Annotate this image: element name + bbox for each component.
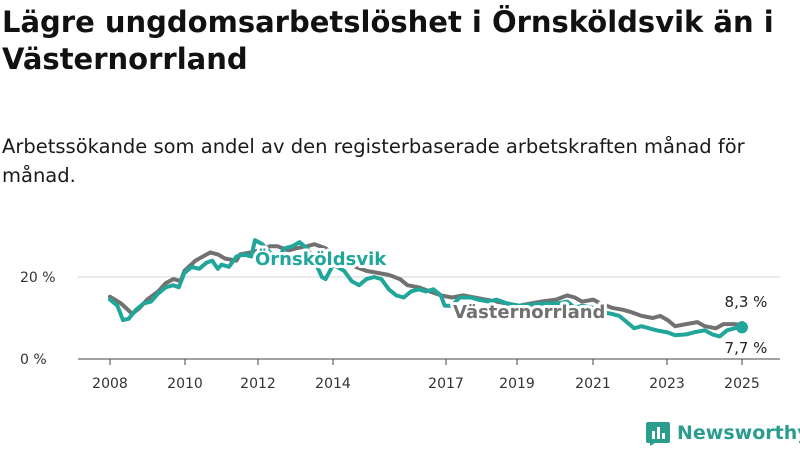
y-tick-label: 0 %	[20, 352, 47, 368]
gridlines: 0 % 20 %	[20, 270, 780, 368]
data-label: 7,7 %	[725, 339, 768, 357]
series-label-halo: Örnsköldsvik	[255, 248, 387, 270]
series-label: Örnsköldsvik	[255, 248, 387, 270]
series-line	[108, 242, 744, 331]
brand-logo[interactable]: Newsworthy	[645, 420, 800, 446]
y-tick-label: 20 %	[20, 270, 56, 286]
chart-labels: 8,3 %7,7 %ÖrnsköldsvikÖrnsköldsvikVäster…	[252, 245, 768, 357]
x-tick-label: 2014	[315, 376, 351, 392]
x-tick-label: 2021	[575, 376, 611, 392]
brand-name: Newsworthy	[677, 422, 800, 444]
series-label: Västernorrland	[453, 302, 605, 323]
x-tick-label: 2010	[167, 376, 203, 392]
newsworthy-logo-icon	[646, 422, 670, 446]
x-tick-label: 2012	[240, 376, 276, 392]
series-line	[108, 238, 744, 339]
chart-subtitle: Arbetssökande som andel av den registerb…	[2, 135, 745, 187]
data-label: 8,3 %	[725, 293, 768, 311]
x-tick-label: 2019	[499, 376, 535, 392]
series-lines	[108, 238, 744, 339]
x-tick-label: 2017	[428, 376, 464, 392]
chart-title: Lägre ungdomsarbetslöshet i Örnsköldsvik…	[2, 5, 774, 76]
x-tick-label: 2008	[92, 376, 128, 392]
series-label-halo: Västernorrland	[453, 302, 605, 323]
end-point	[736, 321, 748, 334]
x-tick-label: 2025	[724, 376, 760, 392]
x-tick-label: 2023	[649, 376, 685, 392]
x-axis: 2008 2010 2012 2014 2017 2019 2021 2023 2025	[92, 359, 760, 392]
